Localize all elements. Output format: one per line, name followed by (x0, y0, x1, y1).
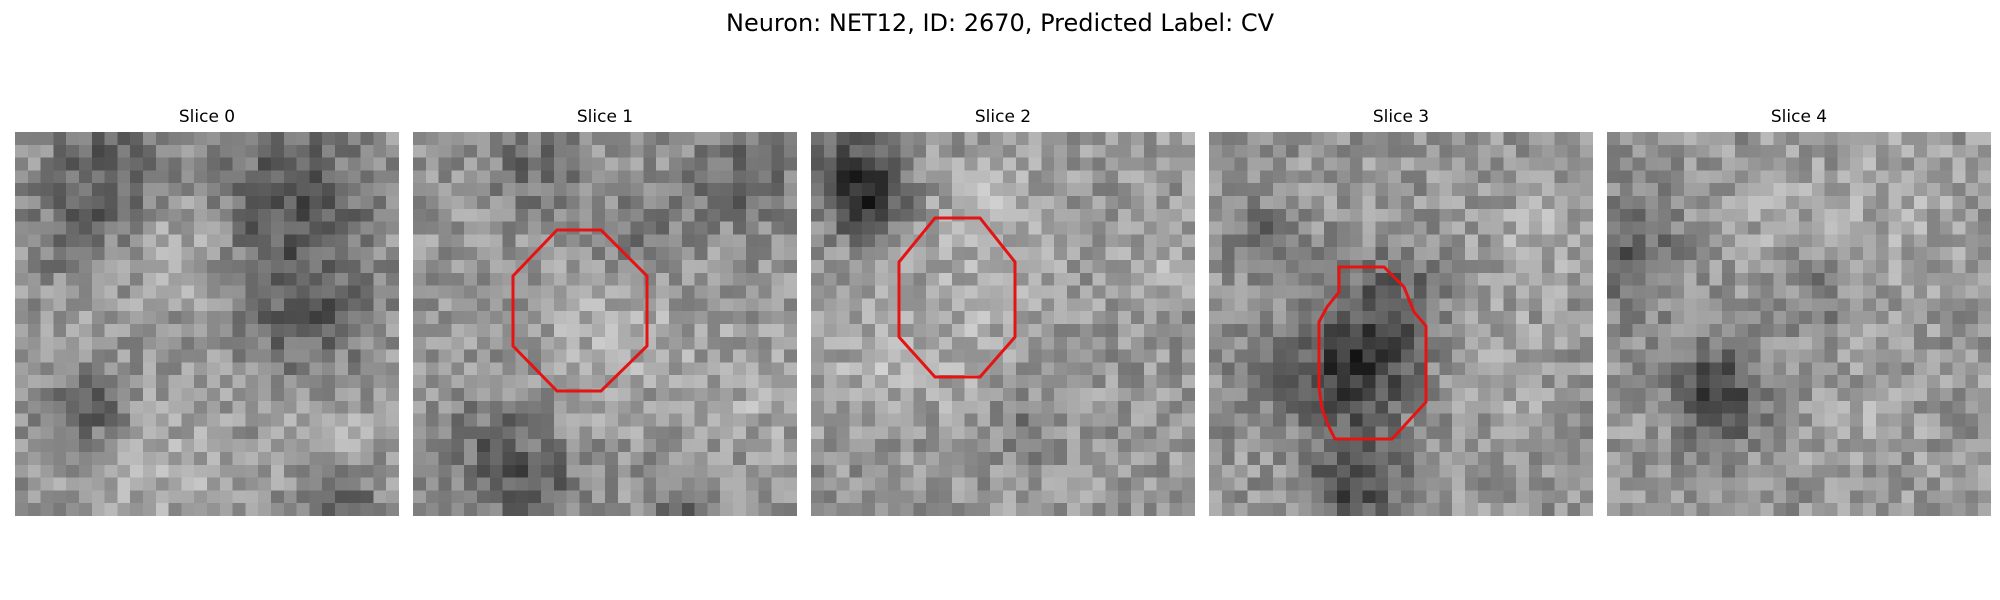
slice-title: Slice 0 (178, 107, 236, 127)
slice-title: Slice 3 (1372, 107, 1430, 127)
slice-title: Slice 1 (576, 107, 634, 127)
slice-image (811, 132, 1195, 516)
slice-panel: Slice 2 (811, 106, 1195, 516)
slice-image (1607, 132, 1991, 516)
slice-title: Slice 4 (1770, 107, 1828, 127)
slice-image (413, 132, 797, 516)
slice-panel: Slice 0 (15, 106, 399, 516)
slice-image (1209, 132, 1593, 516)
slice-panel: Slice 4 (1607, 106, 1991, 516)
figure-title: Neuron: NET12, ID: 2670, Predicted Label… (726, 9, 1274, 37)
slice-panel: Slice 3 (1209, 106, 1593, 516)
slice-panel: Slice 1 (413, 106, 797, 516)
slice-title: Slice 2 (974, 107, 1032, 127)
slice-image (15, 132, 399, 516)
